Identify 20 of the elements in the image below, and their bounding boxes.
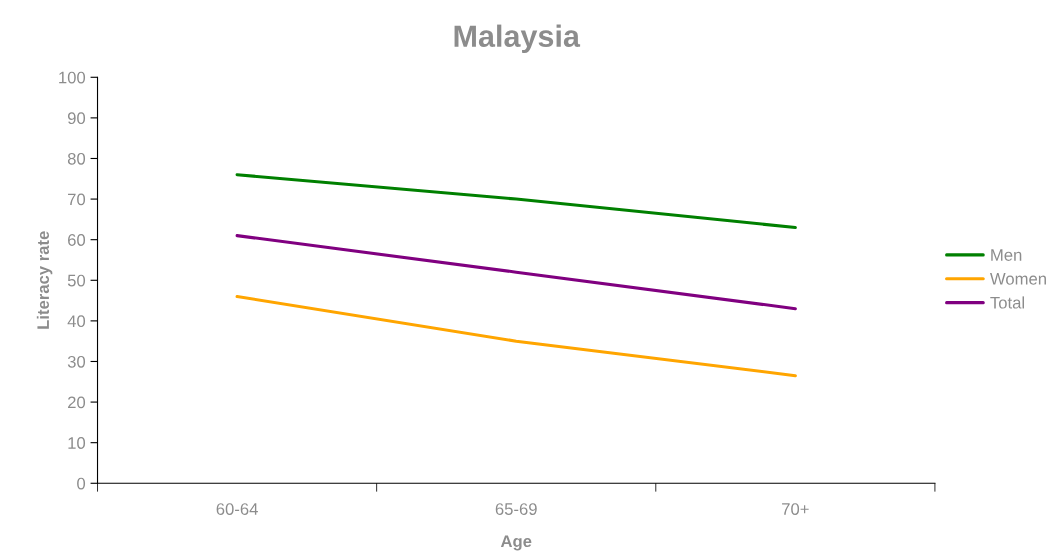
y-tick-label: 30 bbox=[67, 355, 86, 368]
x-tick-label: 70+ bbox=[782, 503, 809, 515]
chart-title: Malaysia bbox=[454, 24, 581, 54]
x-axis-title: Age bbox=[500, 535, 532, 551]
y-tick-label: 20 bbox=[68, 396, 86, 409]
legend-label: Total bbox=[990, 296, 1024, 309]
y-tick-label: 100 bbox=[59, 71, 86, 84]
y-tick-label: 80 bbox=[67, 152, 86, 165]
y-axis-title: Literacy rate bbox=[36, 231, 53, 329]
x-tick-label: 65-69 bbox=[495, 503, 537, 515]
y-tick-label: 0 bbox=[77, 477, 86, 490]
x-tick-label: 60-64 bbox=[216, 503, 258, 515]
y-tick-label: 10 bbox=[68, 437, 86, 449]
y-tick-label: 70 bbox=[68, 193, 86, 206]
y-tick-label: 60 bbox=[68, 234, 86, 246]
legend-label: Men bbox=[991, 249, 1022, 261]
legend-label: Women bbox=[989, 273, 1046, 285]
y-tick-label: 40 bbox=[67, 315, 86, 328]
y-tick-label: 90 bbox=[67, 112, 86, 125]
y-tick-label: 50 bbox=[67, 274, 86, 287]
